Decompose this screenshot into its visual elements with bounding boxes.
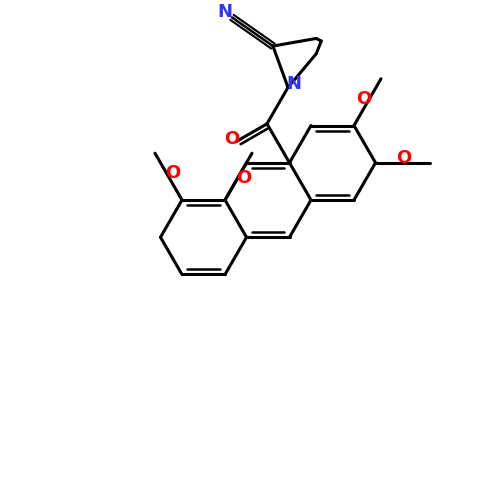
Text: O: O — [224, 130, 240, 148]
Text: O: O — [164, 164, 180, 182]
Text: O: O — [396, 149, 411, 167]
Text: O: O — [356, 90, 372, 108]
Text: N: N — [286, 76, 302, 94]
Text: N: N — [217, 3, 232, 21]
Text: O: O — [236, 170, 251, 188]
